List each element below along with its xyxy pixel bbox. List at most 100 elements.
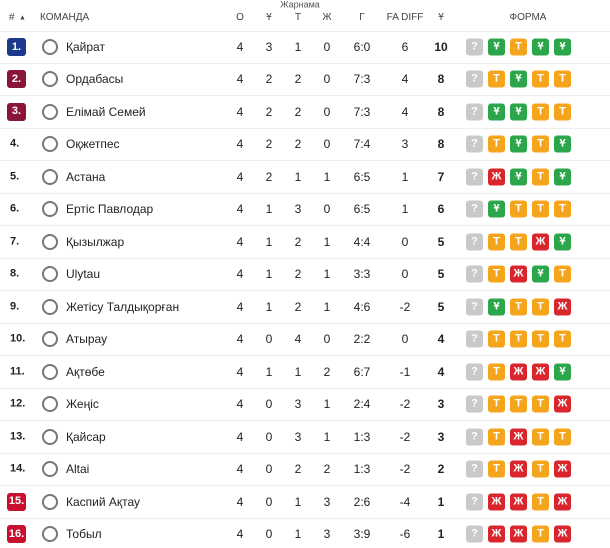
losses: 1 xyxy=(323,169,331,184)
header-goals[interactable]: Г xyxy=(359,12,365,23)
goals: 6:5 xyxy=(353,202,371,217)
header-points[interactable]: Ұ xyxy=(438,12,444,23)
form-badge: Т xyxy=(554,428,571,446)
goals: 3:9 xyxy=(353,527,371,542)
form-badge: Т xyxy=(510,233,527,251)
form-badge: Ұ xyxy=(488,298,505,316)
form-badge: Т xyxy=(510,38,527,56)
goals: 7:3 xyxy=(353,104,371,119)
points: 4 xyxy=(437,364,445,379)
rank: 14. xyxy=(10,462,26,475)
team-logo xyxy=(42,493,58,510)
row-separator xyxy=(0,95,610,97)
team-name[interactable]: Ертіс Павлодар xyxy=(66,202,154,217)
form-badge: Т xyxy=(532,395,549,413)
team-logo xyxy=(42,71,58,88)
goals: 7:4 xyxy=(353,137,371,152)
form-badge: Ж xyxy=(554,525,571,543)
team-name[interactable]: Жеңіс xyxy=(66,397,99,412)
wins: 3 xyxy=(265,40,273,54)
rank: 12. xyxy=(10,397,26,410)
diff: 6 xyxy=(401,40,409,54)
played: 4 xyxy=(236,137,244,152)
losses: 0 xyxy=(323,104,331,119)
header-team[interactable]: КОМАНДА xyxy=(40,12,90,23)
goals: 2:2 xyxy=(353,332,371,347)
header-rank[interactable]: # xyxy=(9,12,15,23)
team-logo xyxy=(42,136,58,153)
team-name[interactable]: Ulytau xyxy=(66,267,101,282)
header-diff[interactable]: FA DIFF xyxy=(386,12,424,23)
form-badge: Ж xyxy=(554,460,571,478)
form-badge: ? xyxy=(466,233,483,251)
header-losses[interactable]: Ж xyxy=(322,12,332,23)
goals: 1:3 xyxy=(353,429,371,444)
points: 4 xyxy=(437,332,445,347)
points: 5 xyxy=(437,267,445,282)
team-name[interactable]: Тобыл xyxy=(66,527,102,542)
form-badge: Ұ xyxy=(554,233,571,251)
team-name[interactable]: Ордабасы xyxy=(66,72,124,87)
losses: 1 xyxy=(323,299,331,314)
points: 3 xyxy=(437,397,445,412)
form-badge: Т xyxy=(554,103,571,121)
losses: 2 xyxy=(323,364,331,379)
rank: 6. xyxy=(10,202,20,215)
diff: 3 xyxy=(401,137,409,152)
form-badge: ? xyxy=(466,363,483,381)
team-name[interactable]: Altai xyxy=(66,462,90,477)
form-badge: Ж xyxy=(510,265,527,283)
form-badge: Т xyxy=(532,330,549,348)
form-badge: Т xyxy=(532,168,549,186)
form-badge: Т xyxy=(488,428,505,446)
points: 5 xyxy=(437,234,445,249)
rank: 9. xyxy=(10,300,20,313)
team-name[interactable]: Астана xyxy=(66,169,106,184)
form-badge: ? xyxy=(466,70,483,88)
row-separator xyxy=(0,225,610,227)
form-badge: Ж xyxy=(510,460,527,478)
form-badge: Т xyxy=(510,395,527,413)
played: 4 xyxy=(236,527,244,542)
form-badge: ? xyxy=(466,493,483,511)
team-name[interactable]: Қайрат xyxy=(66,40,105,54)
header-draws[interactable]: Т xyxy=(294,12,302,23)
goals: 7:3 xyxy=(353,72,371,87)
diff: 4 xyxy=(401,72,409,87)
points: 8 xyxy=(437,104,445,119)
team-name[interactable]: Қызылжар xyxy=(66,234,125,249)
played: 4 xyxy=(236,429,244,444)
team-name[interactable]: Атырау xyxy=(66,332,108,347)
team-name[interactable]: Елімай Семей xyxy=(66,104,146,119)
team-name[interactable]: Каспий Ақтау xyxy=(66,494,141,509)
team-name[interactable]: Ақтөбе xyxy=(66,364,105,379)
rank: 11. xyxy=(10,365,25,378)
sort-arrow[interactable]: ▲ xyxy=(19,14,26,22)
row-separator xyxy=(0,290,610,292)
team-name[interactable]: Оқжетпес xyxy=(66,137,120,152)
played: 4 xyxy=(236,397,244,412)
form-badge: Ж xyxy=(554,298,571,316)
diff: -2 xyxy=(399,462,411,477)
goals: 4:6 xyxy=(353,299,371,314)
team-name[interactable]: Қайсар xyxy=(66,429,106,444)
diff: 1 xyxy=(401,169,409,184)
played: 4 xyxy=(236,72,244,87)
points: 8 xyxy=(437,137,445,152)
form-badge: Т xyxy=(532,70,549,88)
rank-badge: 16. xyxy=(7,525,26,544)
rank-badge: 1. xyxy=(7,38,26,56)
rank-badge: 3. xyxy=(7,102,26,121)
form-badge: ? xyxy=(466,103,483,121)
form-badge: Т xyxy=(488,70,505,88)
team-name[interactable]: Жетісу Талдықорған xyxy=(66,299,180,314)
header-wins[interactable]: Ұ xyxy=(266,12,272,23)
form-badge: Ұ xyxy=(554,168,571,186)
header-played[interactable]: О xyxy=(236,12,244,23)
played: 4 xyxy=(236,462,244,477)
diff: -2 xyxy=(399,397,411,412)
form-badge: Т xyxy=(488,135,505,153)
row-separator xyxy=(0,63,610,64)
draws: 1 xyxy=(294,527,302,542)
